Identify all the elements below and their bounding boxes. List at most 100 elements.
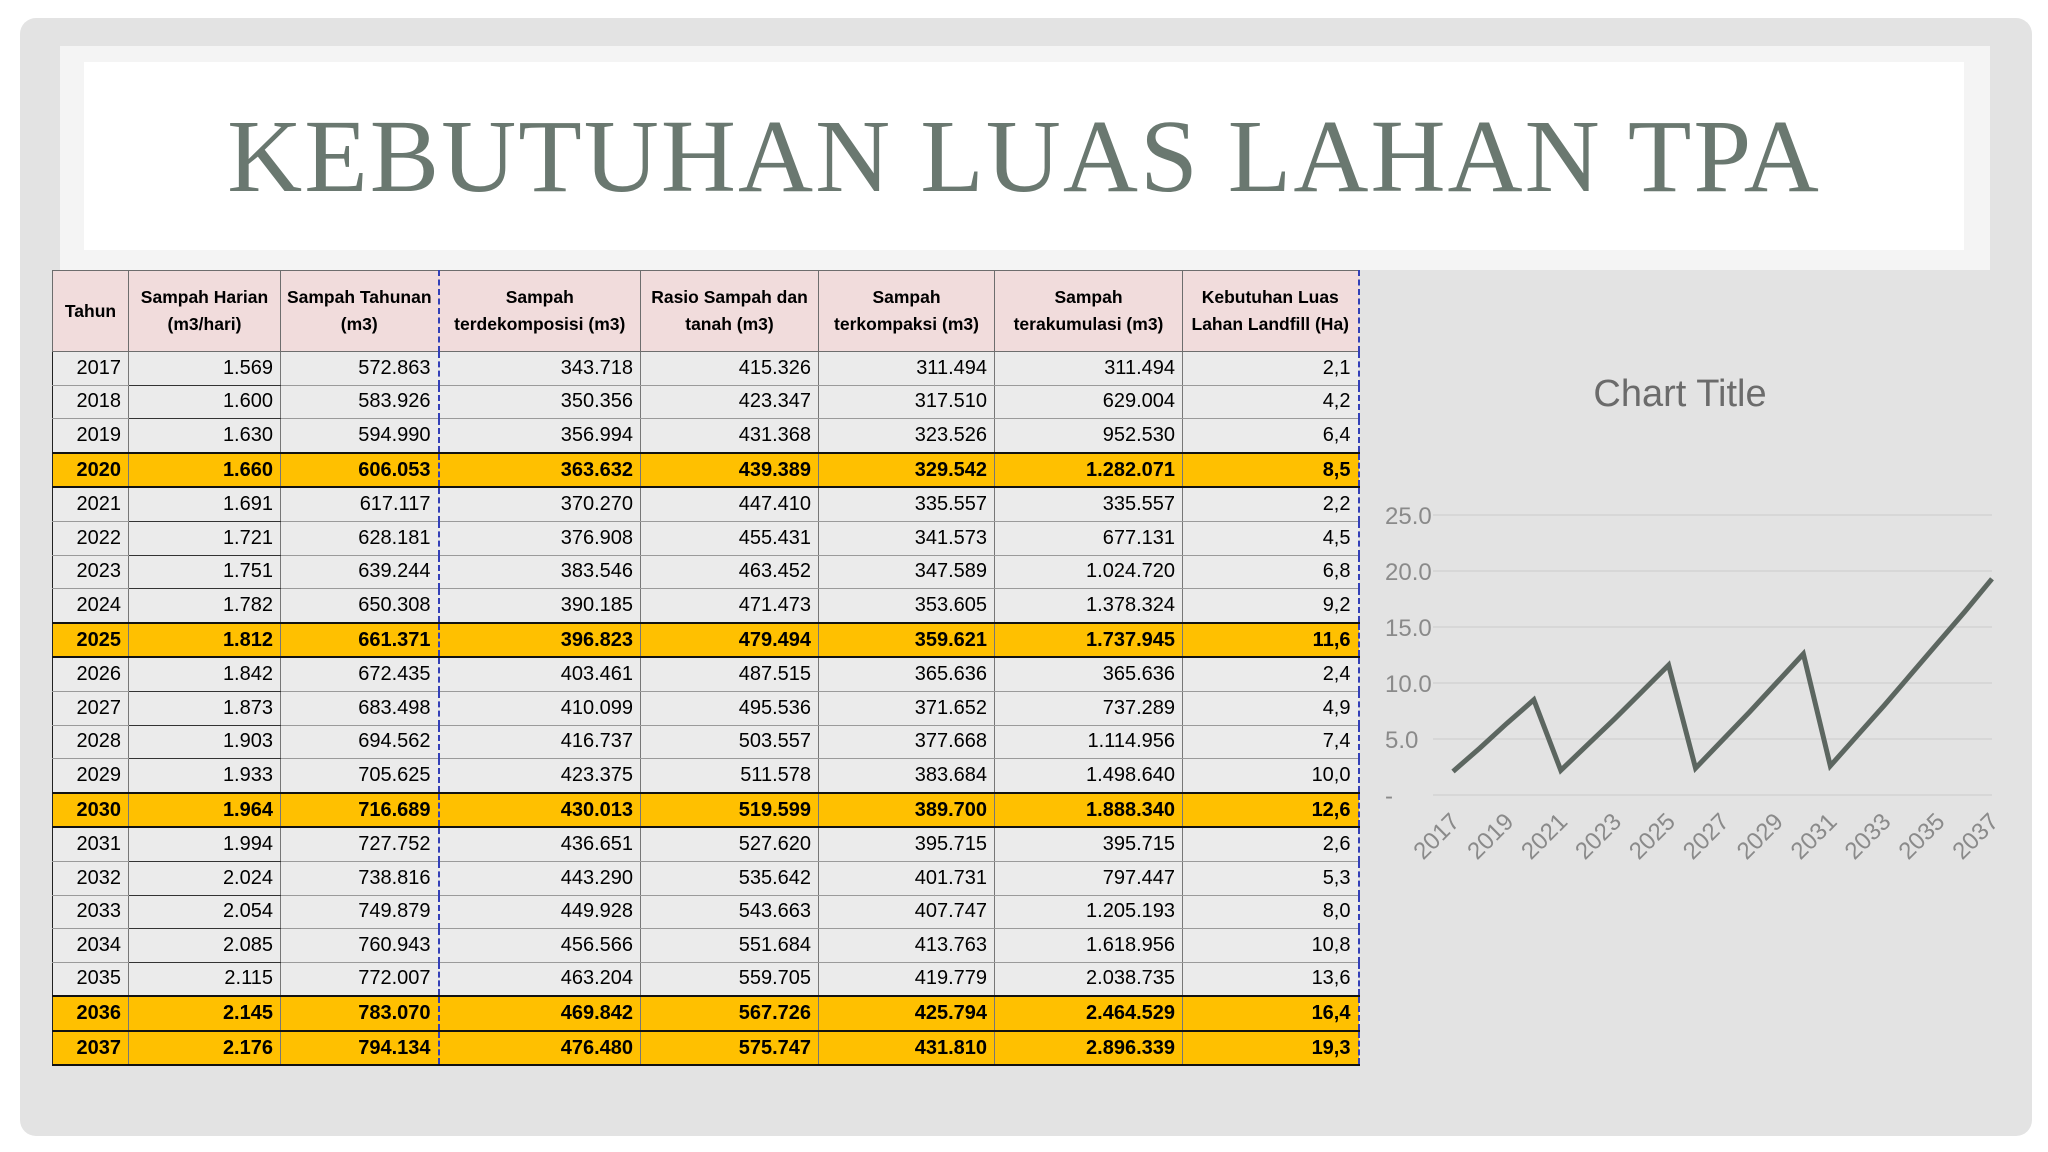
table-cell[interactable]: 363.632 [437, 451, 641, 489]
table-cell[interactable]: 760.943 [280, 928, 439, 963]
table-cell[interactable]: 377.668 [818, 725, 995, 760]
table-cell[interactable]: 413.763 [818, 928, 995, 963]
table-cell[interactable]: 2017 [52, 351, 129, 386]
table-cell[interactable]: 683.498 [280, 691, 439, 726]
table-cell[interactable]: 10,0 [1182, 758, 1360, 794]
table-cell[interactable]: 10,8 [1182, 928, 1360, 963]
table-cell[interactable]: 329.542 [818, 451, 995, 489]
table-cell[interactable]: 495.536 [640, 691, 819, 726]
table-cell[interactable]: 415.326 [640, 351, 819, 386]
table-cell[interactable]: 1.782 [128, 588, 281, 624]
table-cell[interactable]: 311.494 [818, 351, 995, 386]
table-cell[interactable]: 370.270 [437, 487, 641, 522]
table-cell[interactable]: 705.625 [280, 758, 439, 794]
table-cell[interactable]: 629.004 [994, 385, 1183, 420]
table-cell[interactable]: 347.589 [818, 555, 995, 590]
table-cell[interactable]: 431.810 [818, 1029, 995, 1067]
table-cell[interactable]: 2027 [52, 691, 129, 726]
table-cell[interactable]: 2.145 [128, 995, 281, 1032]
table-cell[interactable]: 2.176 [128, 1029, 281, 1067]
table-cell[interactable]: 2.115 [128, 962, 281, 997]
table-cell[interactable]: 425.794 [818, 995, 995, 1032]
table-cell[interactable]: 1.498.640 [994, 758, 1183, 794]
table-cell[interactable]: 794.134 [280, 1029, 439, 1067]
table-cell[interactable]: 430.013 [437, 791, 641, 829]
table-cell[interactable]: 431.368 [640, 418, 819, 454]
table-cell[interactable]: 16,4 [1182, 995, 1360, 1032]
table-cell[interactable]: 716.689 [280, 791, 439, 829]
table-cell[interactable]: 2.464.529 [994, 995, 1183, 1032]
table-cell[interactable]: 456.566 [437, 928, 641, 963]
header-cell[interactable]: Tahun [52, 270, 129, 352]
table-cell[interactable]: 511.578 [640, 758, 819, 794]
table-cell[interactable]: 952.530 [994, 418, 1183, 454]
table-cell[interactable]: 567.726 [640, 995, 819, 1032]
table-cell[interactable]: 2025 [52, 621, 129, 659]
table-cell[interactable]: 1.600 [128, 385, 281, 420]
table-cell[interactable]: 1.812 [128, 621, 281, 659]
table-cell[interactable]: 527.620 [640, 827, 819, 862]
table-cell[interactable]: 436.651 [437, 827, 641, 862]
table-cell[interactable]: 8,5 [1182, 451, 1360, 489]
table-cell[interactable]: 323.526 [818, 418, 995, 454]
table-cell[interactable]: 2021 [52, 487, 129, 522]
table-cell[interactable]: 12,6 [1182, 791, 1360, 829]
table-cell[interactable]: 19,3 [1182, 1029, 1360, 1067]
table-cell[interactable]: 1.569 [128, 351, 281, 386]
table-cell[interactable]: 2018 [52, 385, 129, 420]
table-cell[interactable]: 383.684 [818, 758, 995, 794]
table-cell[interactable]: 383.546 [437, 555, 641, 590]
table-cell[interactable]: 2.085 [128, 928, 281, 963]
table-cell[interactable]: 2037 [52, 1029, 129, 1067]
table-cell[interactable]: 389.700 [818, 791, 995, 829]
table-cell[interactable]: 2019 [52, 418, 129, 454]
table-cell[interactable]: 543.663 [640, 895, 819, 930]
table-cell[interactable]: 1.751 [128, 555, 281, 590]
table-cell[interactable]: 2032 [52, 861, 129, 896]
table-cell[interactable]: 423.375 [437, 758, 641, 794]
table-cell[interactable]: 575.747 [640, 1029, 819, 1067]
header-cell[interactable]: Rasio Sampah dan tanah (m3) [640, 270, 819, 352]
table-cell[interactable]: 311.494 [994, 351, 1183, 386]
table-cell[interactable]: 2035 [52, 962, 129, 997]
table-cell[interactable]: 469.842 [437, 995, 641, 1032]
table-cell[interactable]: 583.926 [280, 385, 439, 420]
table-cell[interactable]: 335.557 [818, 487, 995, 522]
table-cell[interactable]: 1.933 [128, 758, 281, 794]
table-cell[interactable]: 343.718 [437, 351, 641, 386]
table-cell[interactable]: 650.308 [280, 588, 439, 624]
table-cell[interactable]: 2029 [52, 758, 129, 794]
table-cell[interactable]: 350.356 [437, 385, 641, 420]
header-cell[interactable]: Sampah terkompaksi (m3) [818, 270, 995, 352]
table-cell[interactable]: 2.024 [128, 861, 281, 896]
table-cell[interactable]: 1.618.956 [994, 928, 1183, 963]
header-cell[interactable]: Kebutuhan Luas Lahan Landfill (Ha) [1182, 270, 1360, 352]
table-cell[interactable]: 341.573 [818, 521, 995, 556]
table-cell[interactable]: 551.684 [640, 928, 819, 963]
table-cell[interactable]: 359.621 [818, 621, 995, 659]
table-cell[interactable]: 5,3 [1182, 861, 1360, 896]
table-cell[interactable]: 317.510 [818, 385, 995, 420]
table-cell[interactable]: 1.888.340 [994, 791, 1183, 829]
table-cell[interactable]: 1.630 [128, 418, 281, 454]
table-cell[interactable]: 1.903 [128, 725, 281, 760]
table-cell[interactable]: 1.737.945 [994, 621, 1183, 659]
table-cell[interactable]: 1.842 [128, 657, 281, 692]
table-cell[interactable]: 1.873 [128, 691, 281, 726]
table-cell[interactable]: 335.557 [994, 487, 1183, 522]
header-cell[interactable]: Sampah terdekomposisi (m3) [437, 270, 641, 352]
table-cell[interactable]: 606.053 [280, 451, 439, 489]
table-cell[interactable]: 416.737 [437, 725, 641, 760]
table-cell[interactable]: 353.605 [818, 588, 995, 624]
table-cell[interactable]: 371.652 [818, 691, 995, 726]
table-cell[interactable]: 439.389 [640, 451, 819, 489]
table-cell[interactable]: 1.660 [128, 451, 281, 489]
table-cell[interactable]: 365.636 [818, 657, 995, 692]
table-cell[interactable]: 476.480 [437, 1029, 641, 1067]
table-cell[interactable]: 594.990 [280, 418, 439, 454]
table-cell[interactable]: 559.705 [640, 962, 819, 997]
table-cell[interactable]: 376.908 [437, 521, 641, 556]
table-cell[interactable]: 617.117 [280, 487, 439, 522]
table-cell[interactable]: 2,1 [1182, 351, 1360, 386]
table-cell[interactable]: 2.038.735 [994, 962, 1183, 997]
